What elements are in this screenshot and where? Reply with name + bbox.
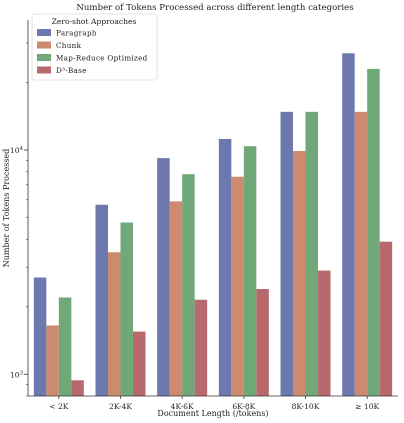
- bar: [379, 241, 393, 396]
- bar: [95, 204, 108, 396]
- legend-label: D³-Base: [56, 66, 87, 75]
- x-tick-label: 8K-10K: [292, 402, 320, 411]
- bar: [243, 146, 257, 396]
- bar: [318, 270, 331, 396]
- bar: [293, 151, 306, 396]
- bar: [120, 222, 133, 396]
- x-axis-label: Document Length (/tokens): [157, 409, 268, 418]
- y-tick-label: 104: [10, 146, 24, 155]
- bar: [342, 53, 355, 396]
- chart-title: Number of Tokens Processed across differ…: [76, 3, 353, 13]
- bar: [169, 201, 183, 396]
- bar: [33, 277, 47, 396]
- x-tick-label: < 2K: [49, 402, 69, 411]
- bar: [46, 325, 59, 396]
- bar: [58, 297, 72, 396]
- x-tick-label: 2K-4K: [109, 402, 132, 411]
- bar: [367, 68, 380, 397]
- y-ticks: 103 104: [10, 42, 28, 397]
- legend-swatch: [37, 54, 51, 61]
- x-tick-label: 6K-8K: [232, 402, 255, 411]
- bar: [71, 380, 84, 396]
- bar: [133, 331, 146, 396]
- legend-swatch: [37, 66, 51, 74]
- legend-items: Paragraph Chunk Map-Reduce Optimized D³-Bas…: [37, 29, 148, 75]
- legend-swatch: [37, 29, 51, 36]
- bar: [182, 174, 195, 396]
- x-tick-label: 4K-6K: [171, 402, 194, 411]
- legend-label: Paragraph: [56, 29, 97, 38]
- bar: [157, 158, 170, 396]
- legend-swatch: [37, 41, 51, 49]
- legend-box: [31, 13, 158, 81]
- legend-label: Map-Reduce Optimized: [56, 54, 148, 63]
- y-axis-label: Number of Tokens Processed: [2, 149, 11, 268]
- legend-title: Zero-shot Approaches: [52, 17, 137, 26]
- x-ticks: < 2K 2K-4K 4K-6K 6K-8K 8K-10K ≥ 10K: [49, 396, 380, 411]
- bar: [256, 289, 269, 396]
- bar: [280, 111, 293, 396]
- bar: [218, 138, 232, 397]
- bar: [231, 176, 244, 396]
- bar: [194, 299, 208, 396]
- bar: [305, 111, 318, 396]
- y-tick-label: 103: [10, 370, 24, 379]
- legend-label: Chunk: [56, 41, 82, 50]
- x-tick-label: ≥ 10K: [355, 402, 379, 411]
- bars-group: [33, 53, 393, 397]
- bar: [354, 111, 368, 396]
- bar: [108, 252, 121, 396]
- legend: Zero-shot Approaches Paragraph Chunk Map-R…: [31, 13, 158, 81]
